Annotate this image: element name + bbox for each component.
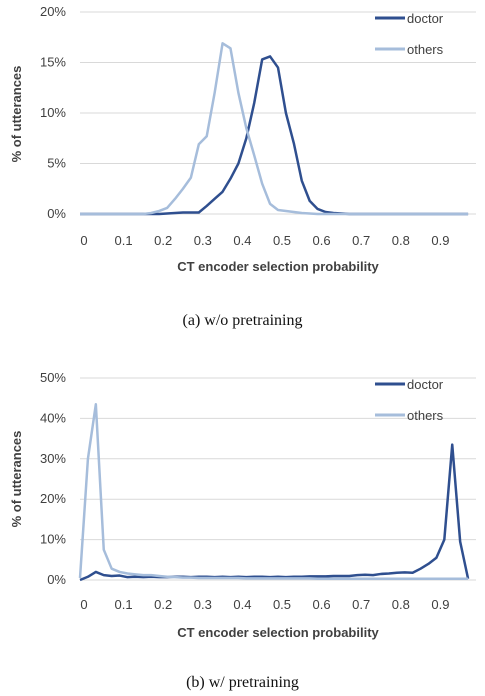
grid-b	[80, 377, 476, 581]
y-tick-label: 5%	[47, 156, 66, 171]
y-tick-label: 0%	[47, 572, 66, 587]
x-tick-label: 0.8	[392, 597, 410, 612]
yticks-b: 0% 10% 20% 30% 40% 50%	[40, 370, 66, 587]
x-tick-label: 0.7	[352, 233, 370, 248]
series-line-others	[78, 403, 469, 581]
y-tick-label: 0%	[47, 206, 66, 221]
x-tick-label: 0.4	[233, 597, 251, 612]
caption-b: (b) w/ pretraining	[186, 674, 299, 691]
x-tick-label: 0.1	[115, 597, 133, 612]
x-tick-label: 0	[80, 597, 87, 612]
legend-label-others-b: others	[407, 408, 444, 423]
xticks-b: 0 0.1 0.2 0.3 0.4 0.5 0.6 0.7 0.8 0.9	[80, 597, 449, 612]
y-tick-label: 15%	[40, 55, 66, 70]
x-tick-label: 0.3	[194, 597, 212, 612]
y-tick-label: 40%	[40, 410, 66, 425]
y-tick-label: 50%	[40, 370, 66, 385]
y-tick-label: 30%	[40, 451, 66, 466]
x-tick-label: 0.2	[154, 597, 172, 612]
xticks-a: 0 0.1 0.2 0.3 0.4 0.5 0.6 0.7 0.8 0.9	[80, 233, 449, 248]
y-axis-title-b: % of utterances	[9, 431, 24, 528]
x-tick-label: 0.4	[233, 233, 251, 248]
caption-a: (a) w/o pretraining	[182, 312, 303, 329]
legend-label-doctor-a: doctor	[407, 11, 444, 26]
x-tick-label: 0.8	[392, 233, 410, 248]
x-axis-title-a: CT encoder selection probability	[177, 259, 379, 274]
x-tick-label: 0.3	[194, 233, 212, 248]
legend-b: doctor others	[375, 377, 444, 423]
legend-label-doctor-b: doctor	[407, 377, 444, 392]
legend-label-others-a: others	[407, 42, 444, 57]
series-line-doctor	[79, 443, 470, 582]
x-tick-label: 0.9	[431, 597, 449, 612]
chart-a: 0%5%10%15%20% 0 0.1 0.2 0.3 0.4 0.5 0.6 0.7 0.8 0…	[9, 4, 476, 274]
x-tick-label: 0.5	[273, 233, 291, 248]
x-tick-label: 0.1	[115, 233, 133, 248]
legend-a: doctor others	[375, 11, 444, 57]
series-line-others	[80, 42, 469, 216]
y-tick-label: 20%	[40, 491, 66, 506]
x-tick-label: 0.2	[154, 233, 172, 248]
y-tick-label: 20%	[40, 4, 66, 19]
x-tick-label: 0.6	[313, 597, 331, 612]
series-line-doctor	[80, 55, 469, 216]
yticks-a: 0% 5% 10% 15% 20%	[40, 4, 66, 221]
series-b	[78, 403, 470, 582]
chart-b: 0% 10% 20% 30% 40% 50% 0 0.1 0.2 0.3 0.4 0.5 0.6 0.7…	[9, 370, 476, 640]
y-axis-title-a: % of utterances	[9, 66, 24, 163]
y-tick-label: 10%	[40, 532, 66, 547]
series-a	[80, 42, 469, 216]
x-tick-label: 0.6	[313, 233, 331, 248]
x-tick-label: 0.5	[273, 597, 291, 612]
x-tick-label: 0.9	[431, 233, 449, 248]
x-axis-title-b: CT encoder selection probability	[177, 625, 379, 640]
x-tick-label: 0	[80, 233, 87, 248]
y-tick-label: 10%	[40, 105, 66, 120]
x-tick-label: 0.7	[352, 597, 370, 612]
